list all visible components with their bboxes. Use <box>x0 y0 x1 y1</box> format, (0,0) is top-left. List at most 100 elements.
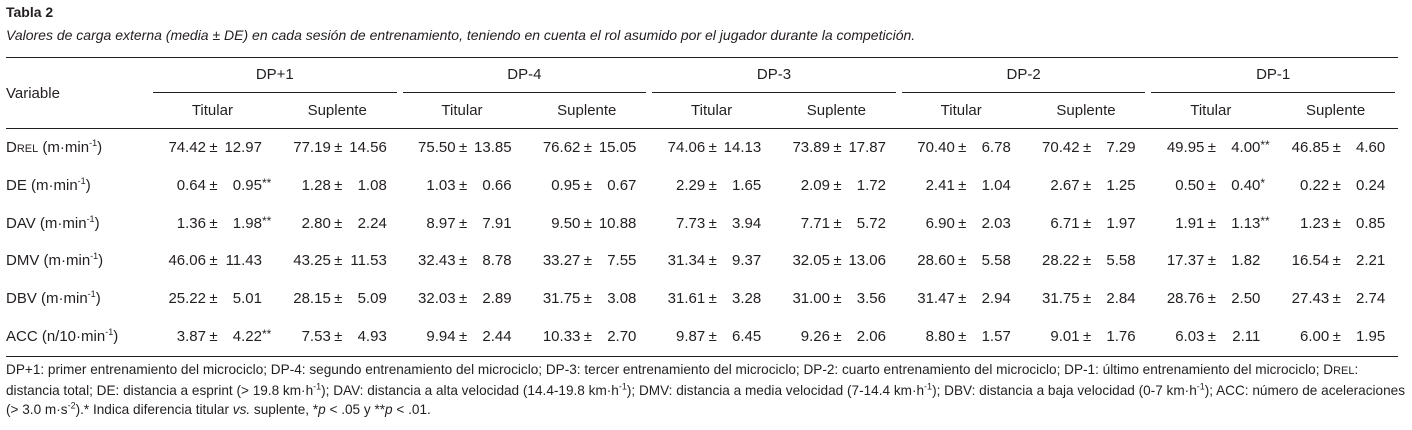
row-label: DMV (m·min-1) <box>6 252 103 270</box>
mean: 7.71 <box>800 214 830 232</box>
sd: 2.06 <box>856 328 886 345</box>
text-part: REL <box>1333 365 1355 377</box>
cell: 0.50 ±0.40 * <box>1158 176 1265 195</box>
cell: 31.75 ±3.08 <box>534 290 637 308</box>
cell: 9.26 ±2.06 <box>784 328 886 346</box>
mean: 2.67 <box>1050 176 1080 194</box>
sd: 3.94 <box>731 214 762 232</box>
sd: 1.65 <box>731 176 762 194</box>
cell: 28.76 ±2.50 <box>1158 290 1261 308</box>
plus-minus: ± <box>458 139 468 156</box>
sd: 10.88 <box>598 214 637 232</box>
text-part: suplente, * <box>250 402 319 417</box>
text-part: p <box>385 402 393 417</box>
sd: 1.13 <box>1231 214 1261 232</box>
mean: 27.43 <box>1291 290 1330 308</box>
sd: 2.21 <box>1355 252 1386 270</box>
bottom-rule <box>6 356 1398 357</box>
text-part: -1 <box>86 213 95 224</box>
sd: 1.57 <box>981 328 1011 345</box>
cell: 74.42 ±12.97 <box>160 139 262 157</box>
group-header: DP-1 <box>1256 66 1291 83</box>
mean: 32.03 <box>418 290 456 308</box>
sd: 1.25 <box>1106 176 1136 194</box>
sd: 3.28 <box>731 290 762 308</box>
plus-minus: ± <box>1332 328 1341 345</box>
plus-minus: ± <box>583 214 592 232</box>
cell: 46.85 ±4.60 <box>1283 139 1386 157</box>
plus-minus: ± <box>1207 290 1216 308</box>
plus-minus: ± <box>334 290 343 308</box>
cell: 49.95 ±4.00 ** <box>1158 138 1270 157</box>
plus-minus: ± <box>583 176 592 194</box>
cell: 2.80 ±2.24 <box>285 215 387 233</box>
text-part: (m·min <box>38 139 90 156</box>
plus-minus: ± <box>334 176 343 194</box>
subheader: Suplente <box>557 102 617 119</box>
cell: 31.34 ±9.37 <box>659 252 762 270</box>
text-part: -1 <box>1196 381 1205 392</box>
significance: ** <box>262 327 272 341</box>
cell: 75.50 ±13.85 <box>410 139 512 157</box>
text-part: DE (m·min <box>6 176 78 194</box>
text-part: -1 <box>618 381 627 392</box>
text-part: ) <box>97 139 103 156</box>
mean: 9.87 <box>675 328 706 345</box>
cell: 31.61 ±3.28 <box>659 290 762 308</box>
sd: 2.94 <box>981 290 1011 308</box>
sd: 2.50 <box>1231 290 1261 308</box>
top-rule <box>6 57 1398 58</box>
mean: 73.89 <box>792 139 830 156</box>
subheader: Suplente <box>806 102 866 119</box>
subheader: Suplente <box>307 102 367 119</box>
plus-minus: ± <box>708 139 717 156</box>
plus-minus: ± <box>1082 139 1092 156</box>
subheader: Titular <box>691 102 733 119</box>
table-subtitle: Valores de carga externa (media ± DE) en… <box>6 27 916 43</box>
text-part: ) <box>94 214 100 232</box>
mean: 31.34 <box>667 252 706 270</box>
plus-minus: ± <box>458 252 468 270</box>
cell: 2.41 ±1.04 <box>909 177 1011 195</box>
subheader: Suplente <box>1056 102 1116 119</box>
mean: 6.71 <box>1050 214 1080 232</box>
cell: 73.89 ±17.87 <box>784 139 886 157</box>
cell: 1.36 ±1.98 ** <box>160 214 272 233</box>
group-header: DP-4 <box>507 66 542 83</box>
plus-minus: ± <box>958 290 967 308</box>
sd: 7.91 <box>482 214 512 232</box>
text-part: -1 <box>924 381 933 392</box>
mean: 32.05 <box>792 252 830 270</box>
plus-minus: ± <box>833 214 842 232</box>
mean: 43.25 <box>293 252 331 270</box>
plus-minus: ± <box>1082 328 1092 345</box>
sd: 2.89 <box>482 290 512 308</box>
group-header: DP+1 <box>255 66 294 83</box>
plus-minus: ± <box>1207 328 1216 345</box>
cell: 28.22 ±5.58 <box>1034 252 1136 270</box>
cell: 2.29 ±1.65 <box>659 177 761 195</box>
cell: 28.60 ±5.58 <box>909 252 1011 270</box>
mean: 9.94 <box>426 328 456 345</box>
plus-minus: ± <box>833 252 842 270</box>
plus-minus: ± <box>1207 252 1216 270</box>
text-part: ACC (n/10·min <box>6 328 106 345</box>
mean: 0.95 <box>551 176 581 194</box>
mean: 31.75 <box>542 290 581 308</box>
cell: 32.43 ±8.78 <box>410 252 512 270</box>
text-part: -1 <box>313 381 322 392</box>
cell: 9.87 ±6.45 <box>659 328 761 346</box>
mean: 0.64 <box>176 176 206 194</box>
group-rule <box>901 92 1146 93</box>
sd: 2.44 <box>482 328 512 345</box>
cell: 77.19 ±14.56 <box>285 139 387 157</box>
cell: 6.00 ±1.95 <box>1283 328 1385 346</box>
sd: 4.00 <box>1231 139 1261 156</box>
plus-minus: ± <box>209 139 218 156</box>
plus-minus: ± <box>833 176 842 194</box>
plus-minus: ± <box>708 214 717 232</box>
mean: 8.80 <box>925 328 955 345</box>
text-part: DAV (m·min <box>6 214 87 232</box>
sd: 17.87 <box>848 139 886 156</box>
sd: 0.67 <box>607 176 637 194</box>
